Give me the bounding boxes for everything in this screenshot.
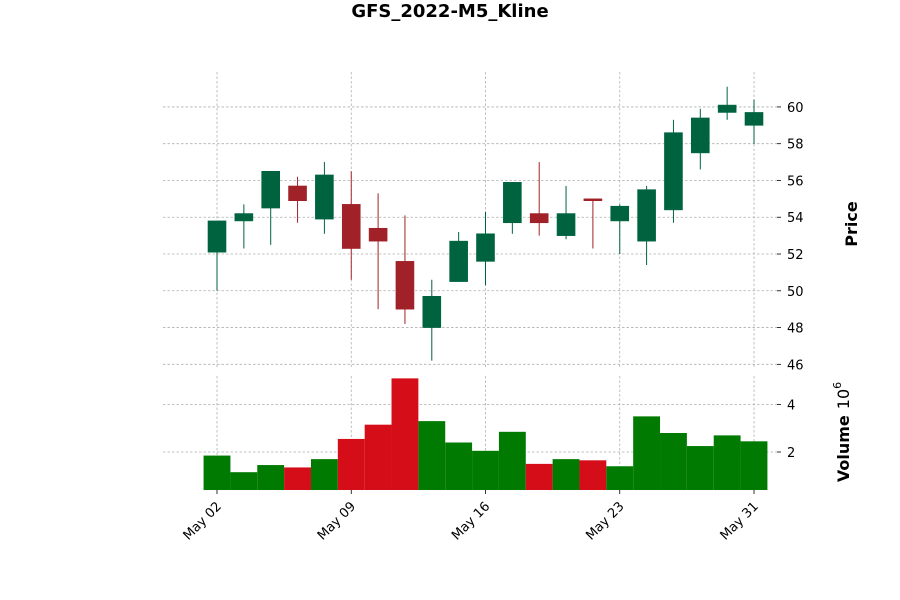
- volume-bar: [660, 433, 687, 490]
- candle-body: [207, 220, 227, 253]
- volume-bar: [740, 441, 768, 490]
- volume-tick-label: 4: [787, 399, 795, 414]
- candle: [315, 162, 334, 234]
- candle: [637, 185, 656, 266]
- candle: [207, 220, 227, 291]
- candle-body: [503, 182, 522, 224]
- price-tick-label: 58: [787, 138, 804, 153]
- volume-bar: [203, 455, 231, 490]
- candle: [395, 215, 415, 324]
- candle-body: [234, 213, 254, 222]
- volume-bar: [310, 459, 338, 490]
- price-tick-label: 48: [787, 322, 804, 337]
- candle: [744, 99, 764, 144]
- volume-bar: [472, 450, 499, 490]
- volume-bar: [713, 435, 741, 490]
- candle-body: [637, 189, 656, 242]
- candle: [690, 108, 710, 170]
- candle: [556, 185, 576, 240]
- candle-body: [395, 261, 415, 310]
- volume-multiplier-exp: 6: [831, 382, 844, 389]
- volume-axis-label-text: Volume: [834, 415, 853, 482]
- price-axis-label: Price: [842, 201, 861, 247]
- price-tick-label: 50: [787, 285, 804, 300]
- volume-bar: [337, 438, 365, 490]
- candle-body: [744, 112, 764, 126]
- candle-body: [422, 295, 442, 328]
- candle-body: [583, 198, 603, 201]
- candle: [583, 198, 603, 249]
- candle: [261, 170, 281, 245]
- candle-body: [315, 174, 334, 220]
- candle-body: [690, 117, 710, 154]
- x-tick-label: May 16: [449, 499, 493, 543]
- candle-body: [664, 132, 683, 211]
- candle: [449, 231, 468, 282]
- chart-title: GFS_2022-M5_Kline: [351, 1, 548, 22]
- candle-body: [529, 213, 549, 224]
- price-tick-label: 54: [787, 211, 804, 226]
- candle: [368, 193, 388, 310]
- candle-body: [476, 233, 495, 262]
- volume-bar: [230, 472, 258, 490]
- candle-body: [717, 104, 737, 113]
- volume-bar: [257, 465, 285, 490]
- volume-tick-label: 2: [787, 446, 795, 461]
- candle-body: [556, 213, 576, 236]
- candle: [341, 171, 361, 280]
- volume-bar: [579, 460, 607, 490]
- x-tick-label: May 02: [181, 499, 225, 543]
- candle: [234, 204, 254, 249]
- candle: [717, 86, 737, 120]
- candle: [476, 211, 495, 286]
- candle: [288, 176, 307, 223]
- x-tick-label: May 09: [315, 499, 359, 543]
- price-tick-label: 46: [787, 358, 804, 373]
- price-panel: [207, 86, 764, 361]
- volume-bar: [686, 446, 714, 490]
- volume-bar: [525, 463, 553, 490]
- price-tick-label: 52: [787, 248, 804, 263]
- candle-body: [288, 185, 307, 201]
- price-tick-label: 56: [787, 174, 804, 189]
- volume-bar: [445, 442, 473, 490]
- volume-bar: [633, 416, 661, 490]
- price-tick-label: 60: [787, 101, 804, 116]
- x-tick-label: May 23: [583, 499, 627, 543]
- candle: [529, 162, 549, 236]
- volume-bar: [391, 378, 419, 490]
- volume-axis-label: Volume 106: [831, 382, 853, 482]
- candle-body: [610, 205, 630, 222]
- candle: [664, 119, 683, 223]
- volume-bar: [418, 421, 446, 490]
- candle: [610, 204, 630, 255]
- volume-bar: [552, 459, 580, 490]
- x-tick-label: May 31: [718, 499, 762, 543]
- volume-panel: [203, 378, 768, 490]
- grid-layer: [163, 72, 777, 490]
- candle-body: [368, 227, 388, 242]
- volume-bar: [606, 466, 634, 490]
- volume-bar: [364, 424, 392, 490]
- candle: [422, 279, 442, 361]
- volume-bar: [284, 467, 311, 490]
- candle-body: [261, 170, 281, 209]
- candle-body: [449, 240, 468, 282]
- candle-body: [341, 204, 361, 249]
- volume-bar: [498, 431, 526, 490]
- volume-multiplier-base: 10: [834, 389, 853, 409]
- candle: [503, 182, 522, 234]
